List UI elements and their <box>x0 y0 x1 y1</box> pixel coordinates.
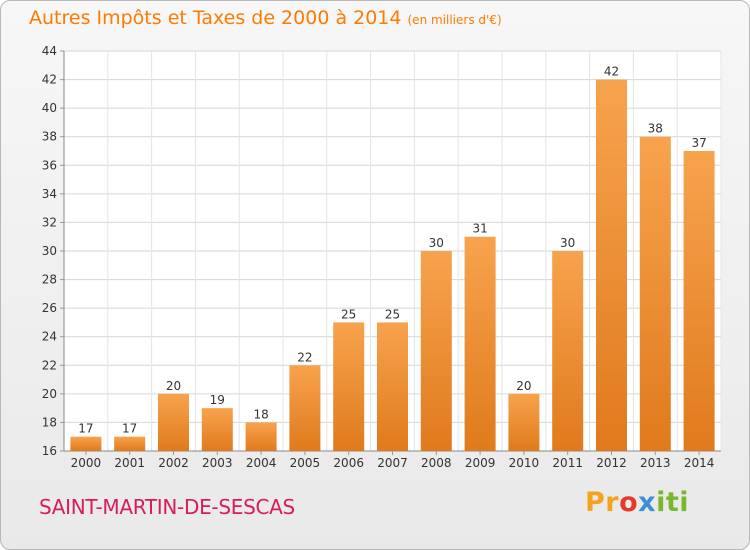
bar <box>552 251 584 451</box>
bar-value-label: 31 <box>472 222 487 236</box>
x-tick-label: 2005 <box>290 456 321 470</box>
chart-title: Autres Impôts et Taxes de 2000 à 2014 (en… <box>29 7 502 29</box>
bar <box>683 151 715 451</box>
y-tick-label: 24 <box>42 330 57 344</box>
x-tick-label: 2006 <box>333 456 364 470</box>
bar <box>333 322 365 451</box>
x-tick-label: 2012 <box>596 456 627 470</box>
logo-part-1: Pr <box>585 487 620 518</box>
x-tick-label: 2014 <box>684 456 715 470</box>
bar <box>245 422 277 451</box>
x-tick-label: 2003 <box>202 456 233 470</box>
y-tick-label: 16 <box>42 444 57 458</box>
x-tick-label: 2013 <box>640 456 671 470</box>
bar-value-label: 20 <box>166 379 181 393</box>
bar-value-label: 17 <box>122 422 137 436</box>
y-tick-label: 18 <box>42 415 57 429</box>
bar-value-label: 30 <box>429 236 444 250</box>
bar-value-label: 30 <box>560 236 575 250</box>
bar <box>420 251 452 451</box>
bar-value-label: 20 <box>516 379 531 393</box>
logo-part-2: o <box>619 487 639 518</box>
bar <box>596 79 627 452</box>
bar <box>639 136 671 451</box>
y-tick-label: 40 <box>42 101 57 115</box>
bar-value-label: 37 <box>691 136 706 150</box>
bar <box>508 393 540 451</box>
x-tick-label: 2001 <box>114 456 145 470</box>
bar-value-label: 42 <box>604 65 619 79</box>
bar-value-label: 22 <box>297 350 312 364</box>
y-tick-label: 38 <box>42 130 57 144</box>
bar-value-label: 17 <box>78 422 93 436</box>
chart-unit: (en milliers d'€) <box>407 13 502 27</box>
bar <box>158 393 189 451</box>
bar-value-label: 18 <box>253 407 268 421</box>
x-tick-label: 2009 <box>465 456 496 470</box>
y-tick-label: 20 <box>42 387 57 401</box>
x-tick-label: 2002 <box>158 456 189 470</box>
bar <box>70 436 102 451</box>
y-tick-label: 42 <box>42 73 57 87</box>
y-tick-label: 36 <box>42 158 57 172</box>
bar <box>377 322 408 451</box>
x-tick-label: 2004 <box>246 456 277 470</box>
x-tick-label: 2011 <box>552 456 583 470</box>
bar <box>289 365 321 451</box>
logo-part-4: iti <box>656 487 690 518</box>
y-tick-label: 32 <box>42 215 57 229</box>
y-tick-label: 28 <box>42 273 57 287</box>
commune-name: SAINT-MARTIN-DE-SESCAS <box>39 495 295 519</box>
y-tick-label: 22 <box>42 358 57 372</box>
x-tick-label: 2010 <box>509 456 540 470</box>
x-tick-label: 2007 <box>377 456 408 470</box>
y-tick-label: 34 <box>42 187 57 201</box>
y-tick-label: 26 <box>42 301 57 315</box>
bar-value-label: 25 <box>385 307 400 321</box>
bar-value-label: 25 <box>341 307 356 321</box>
x-tick-label: 2008 <box>421 456 452 470</box>
x-tick-label: 2000 <box>71 456 102 470</box>
y-tick-label: 44 <box>42 44 57 58</box>
bar <box>201 408 233 451</box>
proxiti-logo[interactable]: Proxiti <box>585 487 689 518</box>
bar-value-label: 19 <box>210 393 225 407</box>
bar <box>114 436 146 451</box>
y-tick-label: 30 <box>42 244 57 258</box>
chart-title-text: Autres Impôts et Taxes de 2000 à 2014 <box>29 7 402 29</box>
logo-part-3: x <box>638 487 657 518</box>
bar-value-label: 38 <box>648 122 663 136</box>
bar <box>464 236 496 451</box>
